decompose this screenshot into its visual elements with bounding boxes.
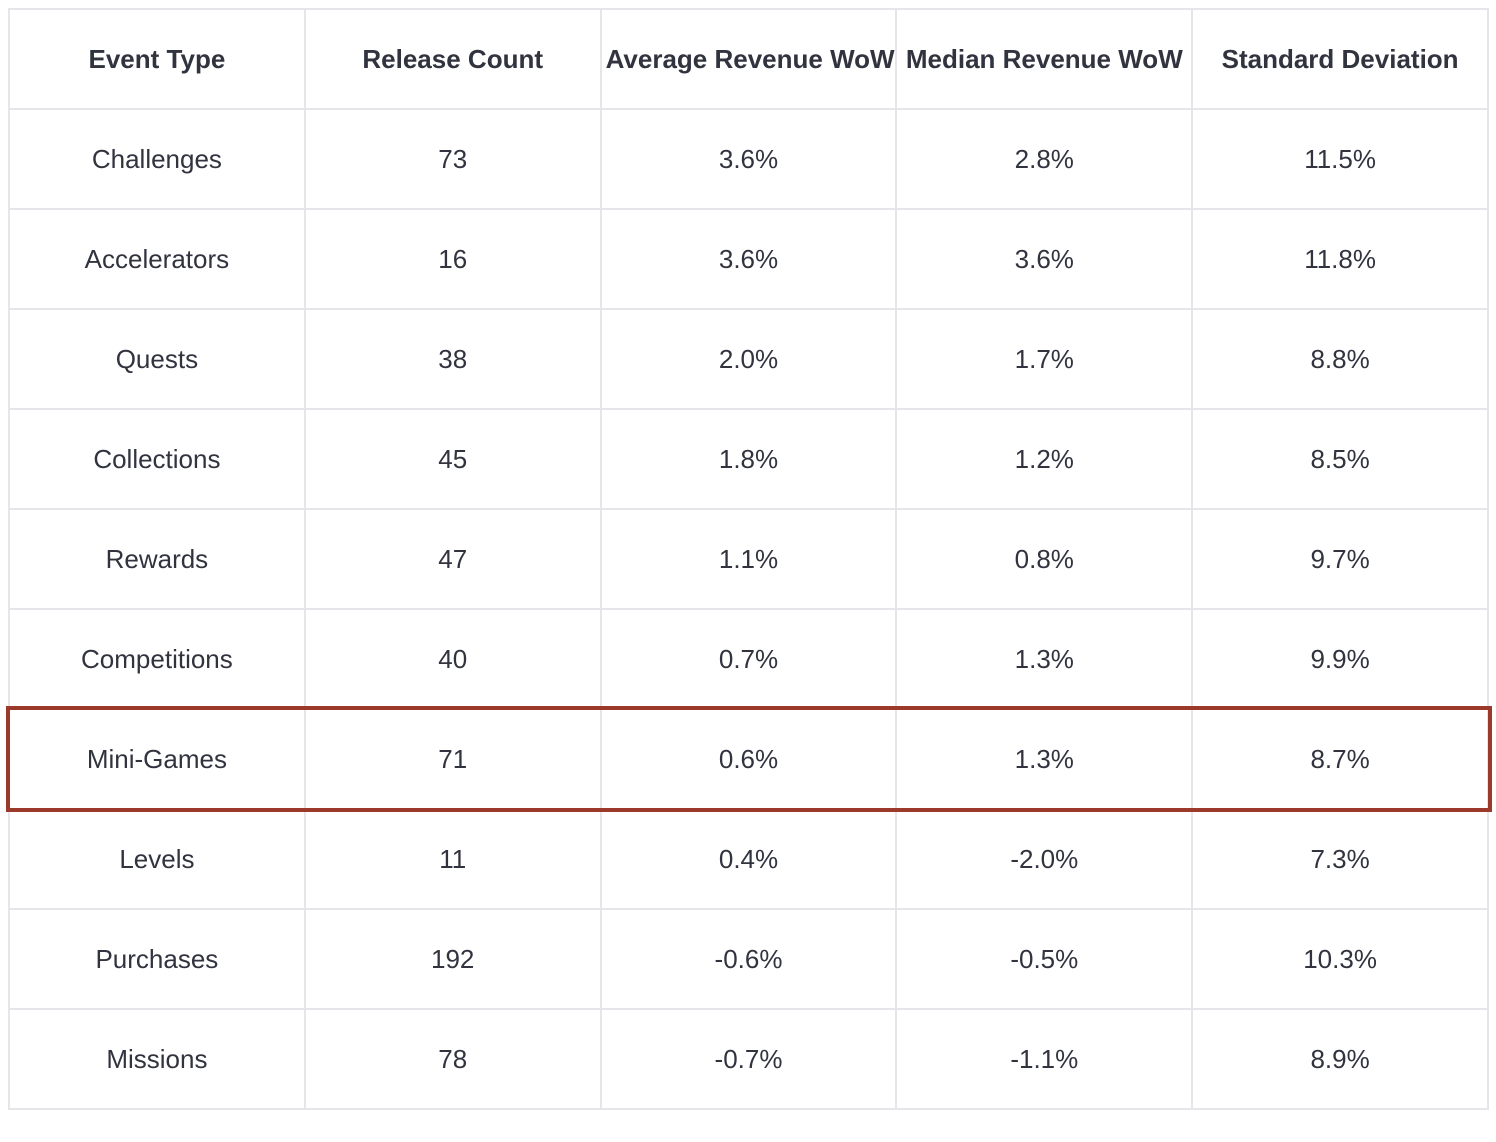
cell-event-type: Quests bbox=[8, 308, 306, 410]
cell-release-count: 73 bbox=[303, 108, 602, 210]
cell-standard-deviation: 7.3% bbox=[1191, 808, 1489, 910]
table-row: Competitions 40 0.7% 1.3% 9.9% bbox=[8, 608, 1489, 710]
cell-event-type: Collections bbox=[8, 408, 306, 510]
cell-average-revenue-wow: 0.6% bbox=[599, 708, 898, 810]
cell-average-revenue-wow: 1.8% bbox=[599, 408, 898, 510]
cell-average-revenue-wow: 0.7% bbox=[599, 608, 898, 710]
table-row: Missions 78 -0.7% -1.1% 8.9% bbox=[8, 1008, 1489, 1110]
cell-average-revenue-wow: 2.0% bbox=[599, 308, 898, 410]
header-release-count[interactable]: Release Count bbox=[303, 8, 602, 110]
cell-release-count: 71 bbox=[303, 708, 602, 810]
header-standard-deviation[interactable]: Standard Deviation bbox=[1191, 8, 1489, 110]
table-row: Challenges 73 3.6% 2.8% 11.5% bbox=[8, 108, 1489, 210]
cell-median-revenue-wow: 1.3% bbox=[895, 708, 1194, 810]
header-average-revenue-wow[interactable]: Average Revenue WoW bbox=[599, 8, 898, 110]
cell-release-count: 45 bbox=[303, 408, 602, 510]
cell-median-revenue-wow: -1.1% bbox=[895, 1008, 1194, 1110]
cell-average-revenue-wow: -0.6% bbox=[599, 908, 898, 1010]
cell-median-revenue-wow: 3.6% bbox=[895, 208, 1194, 310]
cell-release-count: 16 bbox=[303, 208, 602, 310]
cell-median-revenue-wow: 0.8% bbox=[895, 508, 1194, 610]
cell-release-count: 78 bbox=[303, 1008, 602, 1110]
cell-median-revenue-wow: -2.0% bbox=[895, 808, 1194, 910]
cell-median-revenue-wow: -0.5% bbox=[895, 908, 1194, 1010]
header-median-revenue-wow[interactable]: Median Revenue WoW bbox=[895, 8, 1194, 110]
data-table-container: Event Type Release Count Average Revenue… bbox=[8, 8, 1489, 1110]
cell-event-type: Challenges bbox=[8, 108, 306, 210]
cell-standard-deviation: 8.7% bbox=[1191, 708, 1489, 810]
header-event-type[interactable]: Event Type bbox=[8, 8, 306, 110]
table-row: Quests 38 2.0% 1.7% 8.8% bbox=[8, 308, 1489, 410]
cell-release-count: 11 bbox=[303, 808, 602, 910]
cell-average-revenue-wow: -0.7% bbox=[599, 1008, 898, 1110]
table-row: Accelerators 16 3.6% 3.6% 11.8% bbox=[8, 208, 1489, 310]
cell-standard-deviation: 11.5% bbox=[1191, 108, 1489, 210]
cell-event-type: Rewards bbox=[8, 508, 306, 610]
cell-average-revenue-wow: 0.4% bbox=[599, 808, 898, 910]
cell-event-type: Levels bbox=[8, 808, 306, 910]
table-row: Mini-Games 71 0.6% 1.3% 8.7% bbox=[8, 708, 1489, 810]
cell-average-revenue-wow: 1.1% bbox=[599, 508, 898, 610]
cell-median-revenue-wow: 1.2% bbox=[895, 408, 1194, 510]
cell-release-count: 192 bbox=[303, 908, 602, 1010]
cell-average-revenue-wow: 3.6% bbox=[599, 208, 898, 310]
table-row: Purchases 192 -0.6% -0.5% 10.3% bbox=[8, 908, 1489, 1010]
cell-median-revenue-wow: 1.3% bbox=[895, 608, 1194, 710]
table-row: Levels 11 0.4% -2.0% 7.3% bbox=[8, 808, 1489, 910]
cell-release-count: 40 bbox=[303, 608, 602, 710]
cell-average-revenue-wow: 3.6% bbox=[599, 108, 898, 210]
cell-standard-deviation: 10.3% bbox=[1191, 908, 1489, 1010]
cell-standard-deviation: 8.9% bbox=[1191, 1008, 1489, 1110]
table-header-row: Event Type Release Count Average Revenue… bbox=[8, 8, 1489, 110]
cell-median-revenue-wow: 1.7% bbox=[895, 308, 1194, 410]
cell-event-type: Purchases bbox=[8, 908, 306, 1010]
cell-release-count: 38 bbox=[303, 308, 602, 410]
cell-standard-deviation: 11.8% bbox=[1191, 208, 1489, 310]
cell-event-type: Accelerators bbox=[8, 208, 306, 310]
cell-event-type: Missions bbox=[8, 1008, 306, 1110]
cell-standard-deviation: 8.5% bbox=[1191, 408, 1489, 510]
cell-standard-deviation: 9.9% bbox=[1191, 608, 1489, 710]
cell-event-type: Mini-Games bbox=[8, 708, 306, 810]
event-type-table: Event Type Release Count Average Revenue… bbox=[8, 8, 1489, 1110]
table-row: Collections 45 1.8% 1.2% 8.5% bbox=[8, 408, 1489, 510]
table-body: Challenges 73 3.6% 2.8% 11.5% Accelerators 16 3… bbox=[8, 108, 1489, 1110]
cell-standard-deviation: 8.8% bbox=[1191, 308, 1489, 410]
cell-event-type: Competitions bbox=[8, 608, 306, 710]
cell-release-count: 47 bbox=[303, 508, 602, 610]
cell-median-revenue-wow: 2.8% bbox=[895, 108, 1194, 210]
cell-standard-deviation: 9.7% bbox=[1191, 508, 1489, 610]
table-row: Rewards 47 1.1% 0.8% 9.7% bbox=[8, 508, 1489, 610]
